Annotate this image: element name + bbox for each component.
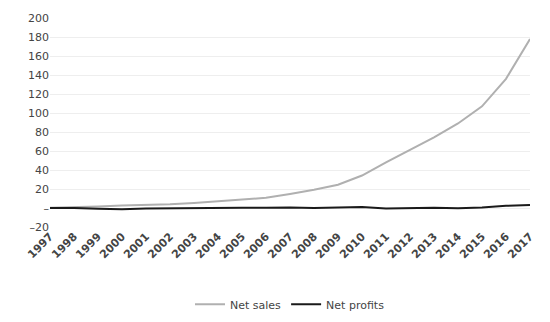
svg-text:Net profits: Net profits: [326, 299, 384, 312]
svg-text:20: 20: [35, 183, 49, 196]
svg-text:2006: 2006: [241, 230, 272, 261]
svg-text:Net sales: Net sales: [230, 299, 281, 312]
svg-text:1997: 1997: [25, 230, 56, 261]
svg-text:140: 140: [28, 69, 49, 82]
svg-text:2004: 2004: [193, 230, 224, 261]
svg-text:2007: 2007: [265, 230, 296, 261]
svg-text:–20: –20: [30, 221, 50, 234]
svg-text:–: –: [44, 202, 50, 215]
svg-text:2005: 2005: [217, 230, 248, 261]
svg-text:2009: 2009: [313, 230, 344, 261]
svg-text:100: 100: [28, 107, 49, 120]
svg-text:2012: 2012: [385, 230, 416, 261]
svg-text:40: 40: [35, 164, 49, 177]
svg-text:2015: 2015: [457, 230, 488, 261]
svg-text:200: 200: [28, 12, 49, 25]
svg-text:2001: 2001: [121, 230, 152, 261]
svg-text:2017: 2017: [505, 230, 536, 261]
svg-text:80: 80: [35, 126, 49, 139]
svg-text:120: 120: [28, 88, 49, 101]
svg-text:60: 60: [35, 145, 49, 158]
svg-text:2010: 2010: [337, 230, 368, 261]
svg-text:180: 180: [28, 31, 49, 44]
svg-text:2008: 2008: [289, 230, 320, 261]
svg-text:2003: 2003: [169, 230, 200, 261]
svg-text:2016: 2016: [481, 230, 512, 261]
svg-text:160: 160: [28, 50, 49, 63]
svg-text:2011: 2011: [361, 230, 392, 261]
svg-text:2000: 2000: [97, 230, 128, 261]
svg-text:2002: 2002: [145, 230, 176, 261]
svg-text:2014: 2014: [433, 230, 464, 261]
svg-text:1999: 1999: [73, 230, 104, 261]
svg-text:1998: 1998: [49, 230, 80, 261]
svg-text:2013: 2013: [409, 230, 440, 261]
